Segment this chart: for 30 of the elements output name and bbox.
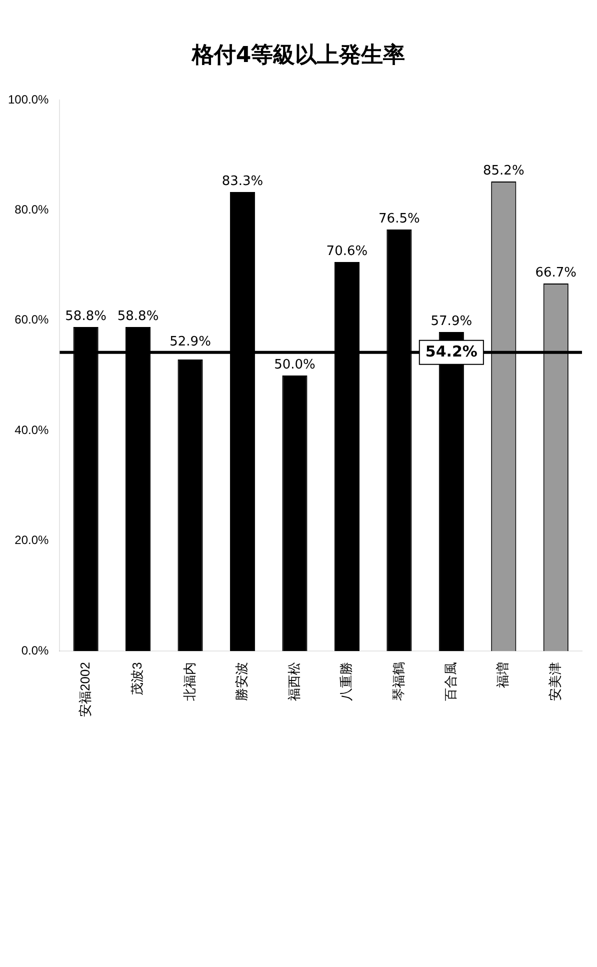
data-label: 70.6%	[326, 244, 368, 259]
y-tick-label: 60.0%	[14, 312, 50, 327]
x-tick-label: 八重勝	[338, 662, 354, 702]
data-label: 85.2%	[483, 163, 524, 178]
ref-line-label: 54.2%	[425, 342, 478, 360]
data-label: 83.3%	[222, 174, 264, 189]
y-tick-label: 80.0%	[14, 202, 50, 217]
x-tick-label: 茂波3	[130, 662, 145, 696]
bar	[282, 376, 308, 652]
bar	[178, 360, 203, 652]
data-label: 66.7%	[535, 265, 577, 280]
x-tick-label: 北福内	[182, 662, 197, 702]
data-label: 58.8%	[65, 308, 106, 324]
y-tick-label: 20.0%	[14, 533, 50, 548]
x-tick-label: 琴福鶴	[390, 662, 406, 702]
data-label: 76.5%	[378, 211, 420, 226]
y-tick-label: 100.0%	[8, 92, 50, 106]
data-label: 50.0%	[274, 357, 316, 372]
x-tick-label: 安福2002	[77, 662, 92, 717]
data-label: 58.8%	[117, 308, 159, 324]
data-label: 57.9%	[430, 314, 472, 329]
x-tick-label: 福西松	[286, 662, 302, 702]
x-tick-label: 福増	[495, 662, 510, 688]
chart-title: 格付4等級以上発生率	[190, 42, 406, 70]
x-tick-label: 百合風	[443, 662, 458, 702]
x-tick-label: 勝安波	[234, 662, 250, 702]
x-tick-label: 安美津	[547, 662, 562, 702]
data-label: 52.9%	[170, 334, 211, 350]
y-tick-label: 40.0%	[14, 422, 50, 437]
y-tick-label: 0.0%	[21, 643, 50, 658]
